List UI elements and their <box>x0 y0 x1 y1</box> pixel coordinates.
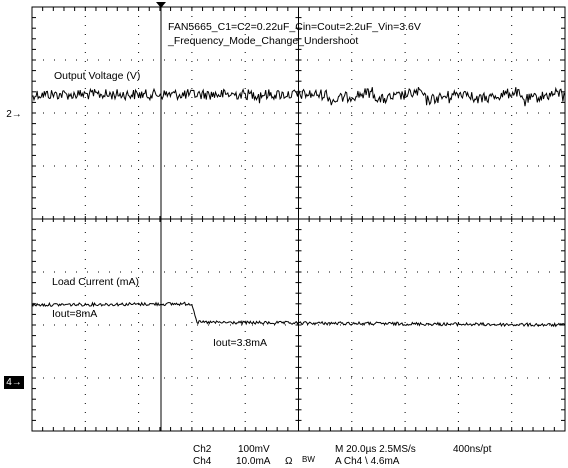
load-current-trace <box>31 301 566 328</box>
status-ch2-scale: 100mV <box>238 444 270 455</box>
chart-title-line-1: FAN5665_C1=C2=0.22uF_Cin=Cout=2.2uF_Vin=… <box>168 21 421 33</box>
iout-before-annotation: Iout=8mA <box>52 308 98 320</box>
plot-grid <box>31 6 566 432</box>
status-ch4-coupling: Ω <box>285 456 293 467</box>
status-ch4-scale: 10.0mA <box>236 456 271 467</box>
status-ch4-label: Ch4 <box>193 456 212 467</box>
ch4-ground-marker-text: 4 <box>6 377 12 388</box>
plot-frame <box>31 6 566 432</box>
ch1-ground-marker: 2→ <box>4 108 24 121</box>
chart-title-line-2: _Frequency_Mode_Change_Undershoot <box>168 35 359 47</box>
ch1-arrow-icon: → <box>11 109 22 120</box>
status-trigger: A Ch4 \ 4.6mA <box>335 456 400 467</box>
status-timebase: M 20.0µs 2.5MS/s <box>335 444 416 455</box>
output-voltage-label: Output Voltage (V) <box>54 70 141 82</box>
iout-after-annotation: Iout=3.8mA <box>213 337 267 349</box>
status-bw-label: BW <box>302 455 315 464</box>
ch4-ground-marker: 4→ <box>4 376 24 389</box>
load-current-label: Load Current (mA) <box>52 276 139 288</box>
ch4-arrow-icon: → <box>11 377 22 388</box>
trigger-marker <box>156 2 166 8</box>
status-ch2-label: Ch2 <box>193 444 212 455</box>
status-record: 400ns/pt <box>453 444 492 455</box>
output-voltage-trace <box>31 86 566 107</box>
ch1-ground-marker-text: 2 <box>6 109 12 120</box>
